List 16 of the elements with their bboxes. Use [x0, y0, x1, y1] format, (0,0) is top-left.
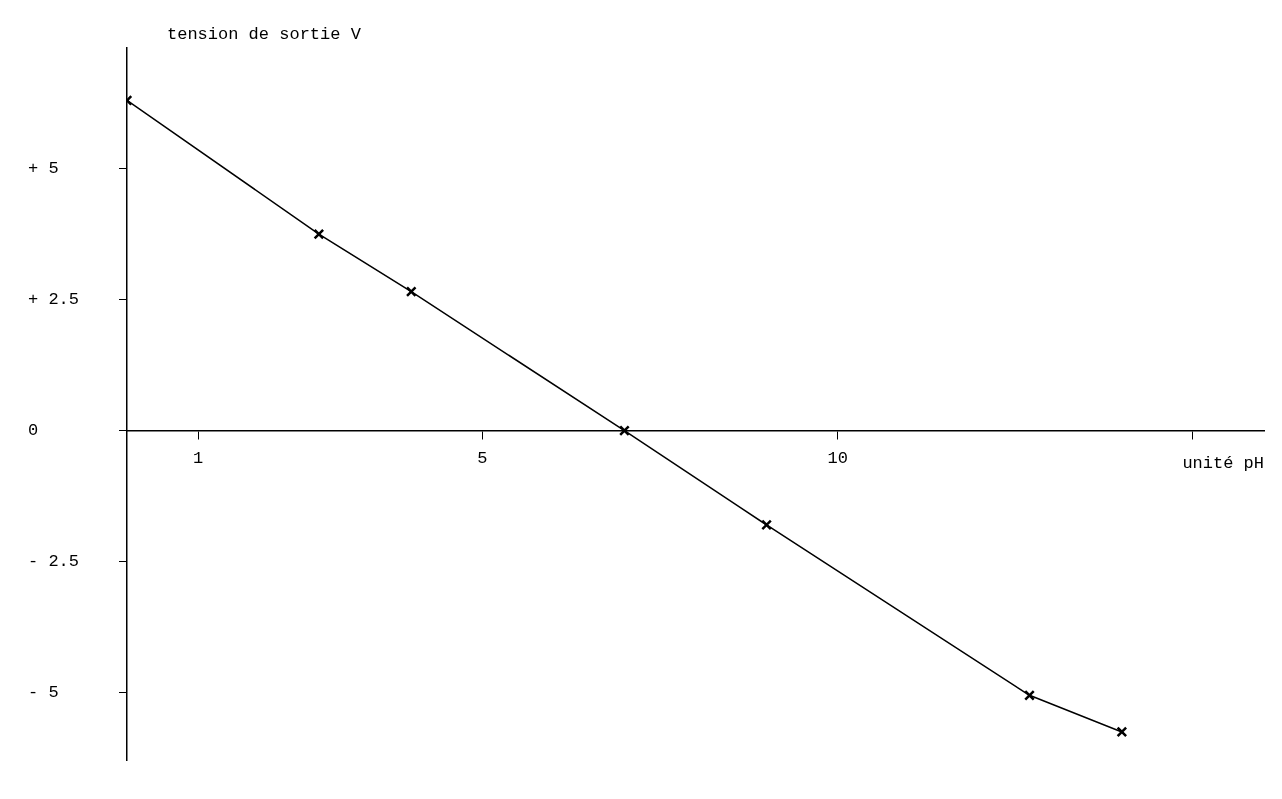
x-tick-label: 1: [192, 449, 204, 469]
point: [618, 425, 630, 437]
x-tick-label: 5: [477, 449, 488, 469]
point: [405, 286, 417, 298]
x-axis-title: unité pH: [1182, 453, 1264, 473]
y-tick-label: - 2.5: [28, 552, 80, 572]
y-tick-label: - 5: [28, 683, 59, 703]
point: [1024, 689, 1035, 701]
y-tick-label: + 2.5: [28, 290, 80, 310]
x-tick-label: 10: [827, 449, 848, 469]
point: [313, 228, 325, 240]
point: [761, 519, 773, 531]
y-axis-title: tension de sortie V: [167, 24, 362, 44]
point: [1116, 726, 1128, 738]
y-tick-label: 0: [28, 421, 39, 441]
y-tick-label: + 5: [28, 159, 59, 179]
